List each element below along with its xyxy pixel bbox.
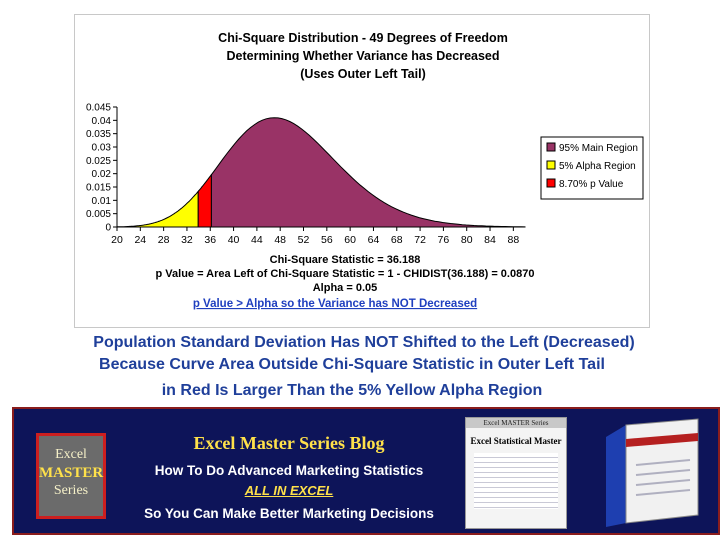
chart-svg: Chi-Square Distribution - 49 Degrees of … — [86, 31, 644, 310]
y-tick-label: 0.005 — [86, 209, 111, 220]
caption-line-1: Population Standard Deviation Has NOT Sh… — [93, 334, 635, 351]
book-cover-image[interactable]: Excel MASTER Series Excel Statistical Ma… — [465, 417, 567, 529]
x-tick-label: 56 — [321, 234, 333, 246]
legend-label: 8.70% p Value — [559, 179, 624, 190]
chart-title-line-1: Chi-Square Distribution - 49 Degrees of … — [218, 31, 508, 45]
x-tick-label: 80 — [461, 234, 473, 246]
promo-banner[interactable]: Excel MASTER Series Excel Master Series … — [12, 407, 720, 535]
caption-line-3: in Red Is Larger Than the 5% Yellow Alph… — [161, 382, 543, 399]
chart-title-line-3: (Uses Outer Left Tail) — [300, 67, 425, 81]
chart-title-line-2: Determining Whether Variance has Decreas… — [226, 49, 499, 63]
x-tick-label: 32 — [181, 234, 193, 246]
x-tick-label: 84 — [484, 234, 496, 246]
legend-label: 95% Main Region — [559, 143, 638, 154]
x-tick-label: 20 — [111, 234, 123, 246]
y-tick-label: 0.025 — [86, 156, 111, 167]
banner-tagline-1: How To Do Advanced Marketing Statistics — [154, 463, 424, 478]
y-tick-label: 0.015 — [86, 183, 111, 194]
y-tick-label: 0.045 — [86, 103, 111, 114]
x-tick-label: 68 — [391, 234, 403, 246]
book-front-rule-2 — [635, 469, 691, 476]
annotation-p-value: p Value = Area Left of Chi-Square Statis… — [156, 268, 535, 280]
y-tick-label: 0 — [105, 223, 111, 234]
x-tick-label: 64 — [368, 234, 380, 246]
y-tick-label: 0.01 — [92, 196, 112, 207]
logo-master-text: MASTER — [39, 465, 104, 481]
banner-tagline-2: ALL IN EXCEL — [244, 483, 334, 498]
y-tick-label: 0.04 — [92, 116, 112, 127]
book-front-rule-3 — [635, 479, 691, 486]
excel-master-series-logo: Excel MASTER Series — [36, 433, 106, 519]
x-tick-label: 44 — [251, 234, 263, 246]
legend-swatch — [546, 142, 556, 152]
area-5-alpha-region — [116, 190, 199, 228]
book-cover-title: Excel Statistical Master — [470, 436, 562, 446]
legend-swatch — [546, 160, 556, 170]
banner-tagline-3: So You Can Make Better Marketing Decisio… — [144, 506, 434, 521]
area-8-70-p-value — [197, 173, 212, 228]
chart-legend: 95% Main Region 5% Alpha Region 8.70% p Va… — [540, 136, 644, 200]
x-tick-label: 40 — [228, 234, 240, 246]
book-spine — [606, 425, 626, 527]
x-tick-label: 28 — [158, 234, 170, 246]
x-tick-label: 48 — [274, 234, 286, 246]
x-tick-label: 36 — [204, 234, 216, 246]
logo-excel-text: Excel — [55, 447, 87, 462]
x-tick-label: 60 — [344, 234, 356, 246]
book-front-band — [626, 433, 698, 447]
x-tick-label: 72 — [414, 234, 426, 246]
x-tick-label: 52 — [298, 234, 310, 246]
legend-label: 5% Alpha Region — [559, 161, 636, 172]
legend-box — [540, 136, 644, 200]
y-tick-label: 0.02 — [92, 169, 112, 180]
y-tick-label: 0.03 — [92, 143, 112, 154]
legend-swatch — [546, 178, 556, 188]
x-tick-label: 24 — [134, 234, 146, 246]
book-front-rule-4 — [635, 489, 691, 496]
annotation-statistic: Chi-Square Statistic = 36.188 — [270, 254, 421, 266]
book-cover-text-lines — [474, 453, 558, 509]
logo-series-text: Series — [53, 483, 89, 498]
y-tick-label: 0.035 — [86, 129, 111, 140]
annotation-alpha: Alpha = 0.05 — [313, 282, 378, 294]
plot-area — [116, 117, 526, 228]
caption-line-2: Because Curve Area Outside Chi-Square St… — [99, 356, 605, 373]
area-95-main-region — [210, 117, 526, 228]
x-tick-label: 76 — [438, 234, 450, 246]
chart-panel: Chi-Square Distribution - 49 Degrees of … — [74, 14, 650, 328]
x-tick-label: 88 — [507, 234, 519, 246]
book-front-rule-1 — [635, 459, 691, 466]
annotation-conclusion: p Value > Alpha so the Variance has NOT … — [193, 298, 477, 310]
banner-title[interactable]: Excel Master Series Blog — [193, 433, 385, 453]
chart-axes: 0 0.005 0.01 0.015 0.02 0.025 0.03 0.035 0.04 0.0… — [86, 103, 525, 246]
book-3d-image[interactable] — [602, 415, 702, 529]
book-cover-header: Excel MASTER Series — [466, 418, 566, 428]
